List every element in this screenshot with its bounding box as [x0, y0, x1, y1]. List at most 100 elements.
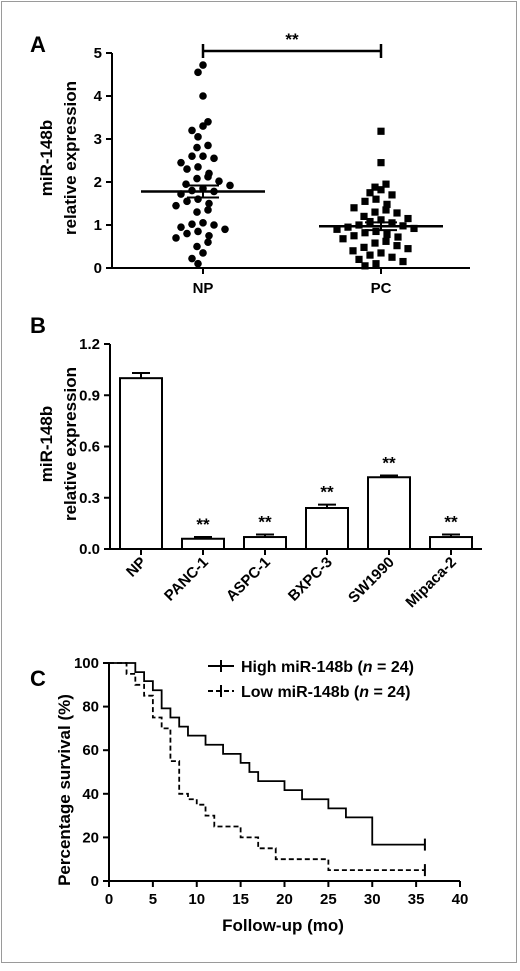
panel-a-point-np — [193, 174, 201, 183]
panel-a-point-np — [205, 231, 213, 240]
panel-a-points — [141, 61, 443, 270]
panel-c-x-tick-label: 0 — [105, 891, 113, 908]
legend-low-n: n — [359, 684, 369, 701]
panel-a-point-np — [221, 225, 229, 234]
panel-c-letter: C — [30, 666, 46, 691]
panel-a-y-tick-label: 2 — [94, 174, 102, 191]
panel-a-point-np — [183, 229, 191, 238]
panel-c-survival-curves — [109, 662, 426, 877]
panel-a-point-pc — [377, 127, 385, 135]
panel-a-point-np — [226, 181, 234, 190]
survival-curve-high — [109, 662, 425, 846]
panel-a-point-pc — [377, 249, 385, 257]
panel-a-point-pc — [355, 255, 363, 263]
panel-a-point-np — [194, 227, 202, 236]
panel-a-point-np — [188, 220, 196, 228]
panel-a-point-np — [188, 254, 196, 263]
panel-a-point-np — [205, 199, 213, 208]
panel-a-point-pc — [371, 183, 379, 191]
panel-c-y-tick-label: 0 — [91, 873, 99, 890]
panel-a-point-np — [172, 201, 180, 210]
panel-a-point-np — [194, 259, 202, 268]
legend-high-name: High miR-148b — [241, 659, 353, 676]
panel-a-point-np — [183, 197, 191, 206]
panel-b-y-tick-label: 0.9 — [79, 387, 100, 404]
panel-a-point-pc — [404, 214, 412, 223]
panel-a-ylabel-line2: relative expression — [61, 81, 80, 235]
panel-a-point-pc — [366, 251, 374, 259]
panel-c-y-tick-label: 60 — [82, 742, 99, 759]
panel-a-point-pc — [371, 239, 379, 247]
panel-a-point-pc — [388, 253, 396, 261]
panel-b-y-tick-label: 0.6 — [79, 439, 100, 456]
panel-c-x-tick-label: 35 — [408, 891, 425, 908]
panel-a-point-np — [199, 219, 207, 227]
panel-a-point-np — [183, 165, 191, 173]
legend-low-name: Low miR-148b — [241, 684, 350, 701]
panel-c-x-tick-label: 5 — [149, 891, 157, 908]
panel-a-point-np — [204, 206, 212, 214]
panel-a-point-pc — [382, 237, 390, 245]
panel-c-xlabel: Follow-up (mo) — [222, 916, 344, 935]
panel-c-y-tick-label: 20 — [82, 829, 99, 846]
panel-a-point-pc — [361, 197, 369, 205]
legend-high-n-value: = 24) — [377, 659, 414, 676]
legend-low-n-value: = 24) — [373, 684, 410, 701]
panel-a-point-pc — [377, 186, 385, 194]
panel-c-x-tick-label: 25 — [320, 891, 337, 908]
legend-high-n: n — [363, 659, 373, 676]
panel-a-point-np — [193, 242, 201, 251]
panel-a-axes: 0 1 2 3 4 5 NP PC — [94, 45, 470, 297]
panel-a-point-np — [210, 154, 218, 163]
panel-a-point-pc — [410, 224, 418, 233]
panel-a-y-tick-label: 0 — [94, 260, 102, 277]
legend-high: High miR-148b (n = 24) — [241, 659, 414, 676]
panel-a-significance: ** — [201, 30, 383, 58]
panel-a-point-pc — [361, 229, 369, 237]
panel-a-point-np — [199, 122, 207, 130]
panel-a-point-pc — [394, 233, 402, 241]
panel-a-point-pc — [372, 260, 380, 268]
panel-a-point-np — [199, 92, 207, 100]
panel-a-point-pc — [372, 195, 380, 203]
panel-a-point-pc — [393, 209, 401, 217]
panel-a-letter: A — [30, 32, 46, 57]
panel-a-point-np — [193, 208, 201, 216]
panel-a-x-tick-label: NP — [193, 280, 214, 297]
panel-a-point-np — [188, 126, 196, 135]
panel-a-point-np — [177, 223, 185, 231]
panel-a-point-pc — [382, 206, 390, 214]
panel-a-point-pc — [377, 216, 385, 224]
panel-a-point-np — [199, 249, 207, 257]
panel-a-point-pc — [361, 262, 369, 270]
panel-c-x-tick-label: 20 — [276, 891, 293, 908]
panel-a-significance-label: ** — [285, 30, 299, 49]
panel-a-point-pc — [355, 221, 363, 229]
panel-a-ylabel-line1: miR-148b — [37, 120, 56, 197]
panel-b-y-tick-label: 0.3 — [79, 490, 100, 507]
panel-b-ylabel-line2: relative expression — [61, 367, 80, 521]
panel-b-significance: ** — [320, 483, 334, 502]
panel-a-point-np — [204, 118, 212, 126]
panel-a-y-tick-label: 5 — [94, 45, 102, 62]
panel-a-point-np — [204, 141, 212, 150]
panel-a-point-np — [215, 177, 223, 185]
panel-c-legend: High miR-148b (n = 24) Low miR-148b (n =… — [208, 659, 414, 701]
panel-b-letter: B — [30, 313, 46, 338]
panel-a-point-np — [210, 221, 218, 229]
panel-a-x-tick-label: PC — [371, 280, 392, 297]
panel-a-y-tick-label: 3 — [94, 131, 102, 148]
panel-c-x-tick-label: 10 — [188, 891, 205, 908]
panel-a-point-pc — [333, 225, 341, 233]
panel-b-y-tick-label: 1.2 — [79, 336, 100, 353]
panel-c: C Percentage survival (%) Follow-up (mo)… — [30, 655, 468, 935]
panel-c-y-tick-label: 100 — [74, 655, 99, 672]
panel-a-point-pc — [360, 243, 368, 251]
panel-c-ylabel: Percentage survival (%) — [55, 694, 74, 886]
panel-b-significance: ** — [196, 515, 210, 534]
panel-a-point-np — [177, 158, 185, 167]
panel-a-y-tick-label: 1 — [94, 217, 102, 234]
